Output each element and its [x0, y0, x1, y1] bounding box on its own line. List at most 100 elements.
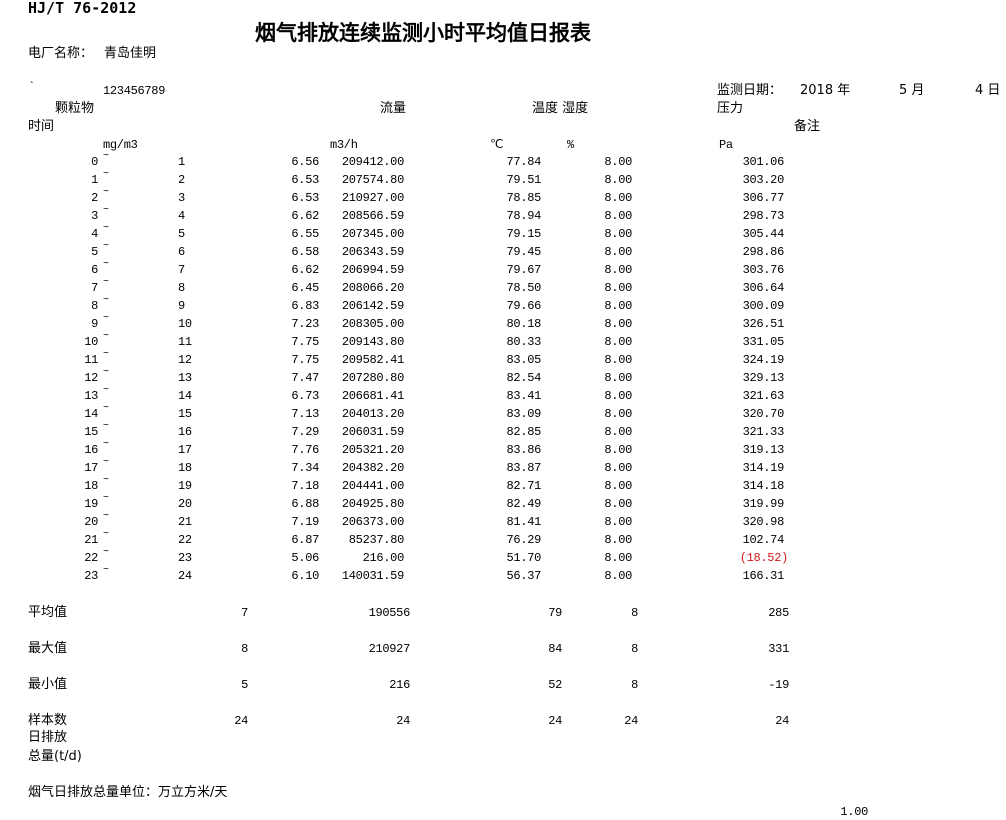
cell-humidity: 8.00	[604, 497, 632, 511]
cell-hour-to: 23	[178, 551, 192, 565]
cell-hour-from: 22	[84, 551, 98, 565]
cell-hour-to: 7	[178, 263, 185, 277]
cell-particulate: 6.62	[291, 209, 319, 223]
cell-temp: 79.45	[506, 245, 541, 259]
cell-hour-to: 24	[178, 569, 192, 583]
cell-particulate: 6.58	[291, 245, 319, 259]
cell-hour-to: 20	[178, 497, 192, 511]
cell-temp: 78.94	[506, 209, 541, 223]
cell-hour-from: 16	[84, 443, 98, 457]
cell-flow: 207345.00	[341, 227, 404, 241]
cell-hour-to: 9	[178, 299, 185, 313]
cell-humidity: 8.00	[604, 173, 632, 187]
cell-hour-to: 4	[178, 209, 185, 223]
unit-flow: m3/h	[330, 138, 358, 152]
cell-temp: 76.29	[506, 533, 541, 547]
tilde-separator: ~	[103, 151, 109, 162]
cell-pressure: 331.05	[742, 335, 785, 349]
cell-pressure: 306.64	[742, 281, 785, 295]
cell-particulate: 7.13	[291, 407, 319, 421]
cell-humidity: 8.00	[604, 461, 632, 475]
cell-pressure: 314.19	[742, 461, 785, 475]
cell-particulate: 6.45	[291, 281, 319, 295]
cell-pressure: 314.18	[742, 479, 785, 493]
cell-temp: 82.54	[506, 371, 541, 385]
cell-humidity: 8.00	[604, 371, 632, 385]
backtick-mark: `	[28, 80, 36, 94]
cell-flow: 208066.20	[341, 281, 404, 295]
cell-flow: 140031.59	[341, 569, 404, 583]
cell-temp: 51.70	[506, 551, 541, 565]
cell-particulate: 7.23	[291, 317, 319, 331]
cell-pressure: 326.51	[742, 317, 785, 331]
tilde-separator: ~	[103, 385, 109, 396]
cell-pressure: 298.86	[742, 245, 785, 259]
tilde-separator: ~	[103, 403, 109, 414]
cell-humidity: 8.00	[604, 533, 632, 547]
summary-temp: 79	[548, 606, 562, 620]
cell-particulate: 7.18	[291, 479, 319, 493]
cell-flow: 85237.80	[348, 533, 405, 547]
cell-hour-from: 10	[84, 335, 98, 349]
cell-particulate: 7.75	[291, 353, 319, 367]
cell-temp: 79.67	[506, 263, 541, 277]
summary-label: 样本数	[28, 713, 68, 728]
cell-flow: 205321.20	[341, 443, 404, 457]
cell-hour-to: 3	[178, 191, 185, 205]
plant-name: 青岛佳明	[104, 46, 157, 61]
cell-flow: 208566.59	[341, 209, 404, 223]
cell-temp: 83.41	[506, 389, 541, 403]
cell-particulate: 6.53	[291, 173, 319, 187]
cell-hour-to: 15	[178, 407, 192, 421]
cell-temp: 83.05	[506, 353, 541, 367]
summary-pa: 331	[768, 642, 789, 656]
tilde-separator: ~	[103, 259, 109, 270]
date-label: 监测日期：	[717, 83, 783, 98]
cell-humidity: 8.00	[604, 299, 632, 313]
tilde-separator: ~	[103, 277, 109, 288]
cell-humidity: 8.00	[604, 317, 632, 331]
tilde-separator: ~	[103, 439, 109, 450]
cell-hour-from: 18	[84, 479, 98, 493]
cell-hour-from: 13	[84, 389, 98, 403]
tilde-separator: ~	[103, 547, 109, 558]
daily-emission-value: 1.00	[840, 805, 868, 819]
cell-particulate: 6.62	[291, 263, 319, 277]
cell-particulate: 6.55	[291, 227, 319, 241]
col-pressure: 压力	[717, 101, 744, 116]
cell-flow: 204013.20	[341, 407, 404, 421]
col-temp-humidity: 温度 湿度	[532, 101, 589, 116]
cell-temp: 77.84	[506, 155, 541, 169]
cell-hour-to: 10	[178, 317, 192, 331]
report-title: 烟气排放连续监测小时平均值日报表	[255, 21, 591, 45]
cell-humidity: 8.00	[604, 245, 632, 259]
cell-hour-from: 15	[84, 425, 98, 439]
cell-temp: 83.09	[506, 407, 541, 421]
cell-humidity: 8.00	[604, 425, 632, 439]
cell-hour-from: 7	[91, 281, 98, 295]
cell-particulate: 6.87	[291, 533, 319, 547]
tilde-separator: ~	[103, 475, 109, 486]
tilde-separator: ~	[103, 529, 109, 540]
cell-hour-from: 6	[91, 263, 98, 277]
cell-particulate: 6.73	[291, 389, 319, 403]
cell-hour-from: 14	[84, 407, 98, 421]
cell-hour-to: 5	[178, 227, 185, 241]
cell-pressure: 300.09	[742, 299, 785, 313]
cell-hour-from: 20	[84, 515, 98, 529]
cell-hour-from: 5	[91, 245, 98, 259]
tilde-separator: ~	[103, 295, 109, 306]
cell-temp: 79.51	[506, 173, 541, 187]
col-time: 时间	[28, 119, 55, 134]
cell-hour-from: 9	[91, 317, 98, 331]
cell-hour-from: 11	[84, 353, 98, 367]
tilde-separator: ~	[103, 205, 109, 216]
cell-flow: 208305.00	[341, 317, 404, 331]
summary-flow: 210927	[368, 642, 411, 656]
summary-pm: 5	[241, 678, 248, 692]
daily-emission-label-1: 日排放	[28, 730, 68, 745]
summary-temp: 84	[548, 642, 562, 656]
cell-pressure: 329.13	[742, 371, 785, 385]
cell-hour-to: 21	[178, 515, 192, 529]
summary-flow: 190556	[368, 606, 411, 620]
